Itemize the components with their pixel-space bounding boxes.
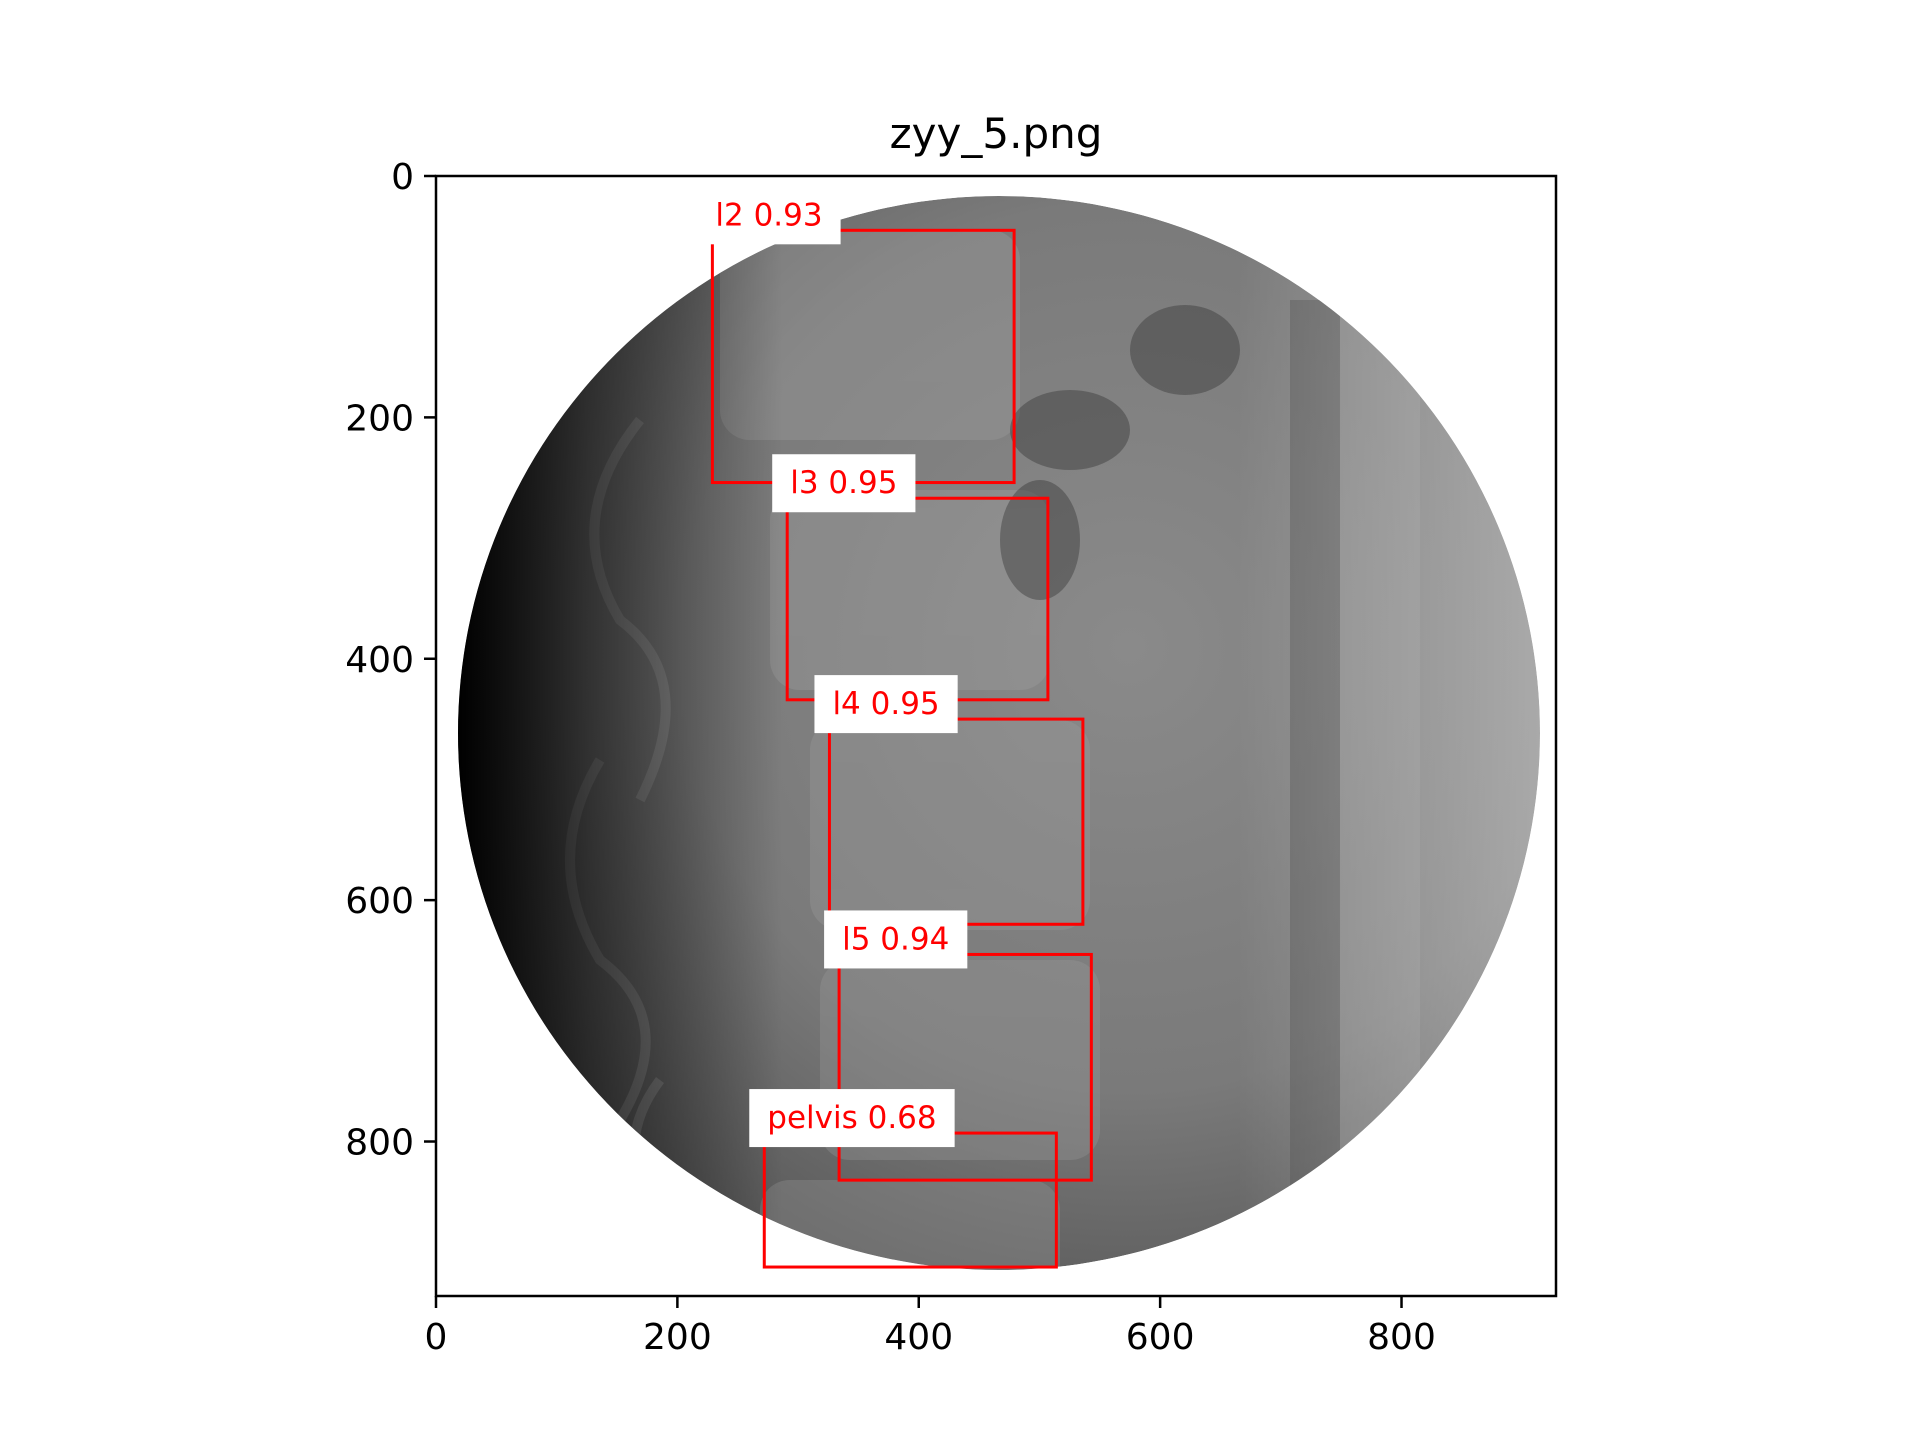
- xray-image: [436, 176, 1556, 1296]
- figure-title: zyy_5.png: [890, 109, 1103, 158]
- detection-label: l3 0.95: [790, 465, 897, 501]
- y-axis: 0 200 400 600 800: [345, 157, 436, 1164]
- axes-frame: [434, 174, 1558, 1298]
- detection-label: l4 0.95: [832, 686, 939, 722]
- detection-label-bg: [824, 910, 968, 969]
- detection-label: pelvis 0.68: [767, 1100, 936, 1136]
- y-tick-label: 400: [345, 640, 414, 681]
- y-tick-label: 800: [345, 1123, 414, 1164]
- y-tick-label: 600: [345, 881, 414, 922]
- detection-label: l2 0.93: [715, 197, 822, 233]
- detection-l5: l5 0.94: [824, 910, 1093, 1182]
- x-axis: 0 200 400 600 800: [425, 1296, 1436, 1358]
- x-tick-label: 400: [884, 1317, 953, 1358]
- detections: l2 0.93 l3 0.95 l4 0.95 l5 0.94 pelvis 0.68: [697, 186, 1093, 1269]
- detection-l4: l4 0.95: [814, 675, 1085, 926]
- detection-label: l5 0.94: [842, 921, 949, 957]
- y-tick-label: 0: [391, 157, 414, 198]
- detection-pelvis: pelvis 0.68: [749, 1089, 1058, 1269]
- detection-label-bg: [772, 454, 916, 513]
- x-tick-label: 800: [1367, 1317, 1436, 1358]
- detection-label-bg: [814, 675, 958, 734]
- detection-label-bg: [697, 186, 841, 245]
- x-tick-label: 0: [425, 1317, 448, 1358]
- x-tick-label: 200: [643, 1317, 712, 1358]
- y-tick-label: 200: [345, 398, 414, 439]
- detection-label-bg: [749, 1089, 955, 1148]
- x-tick-label: 600: [1126, 1317, 1195, 1358]
